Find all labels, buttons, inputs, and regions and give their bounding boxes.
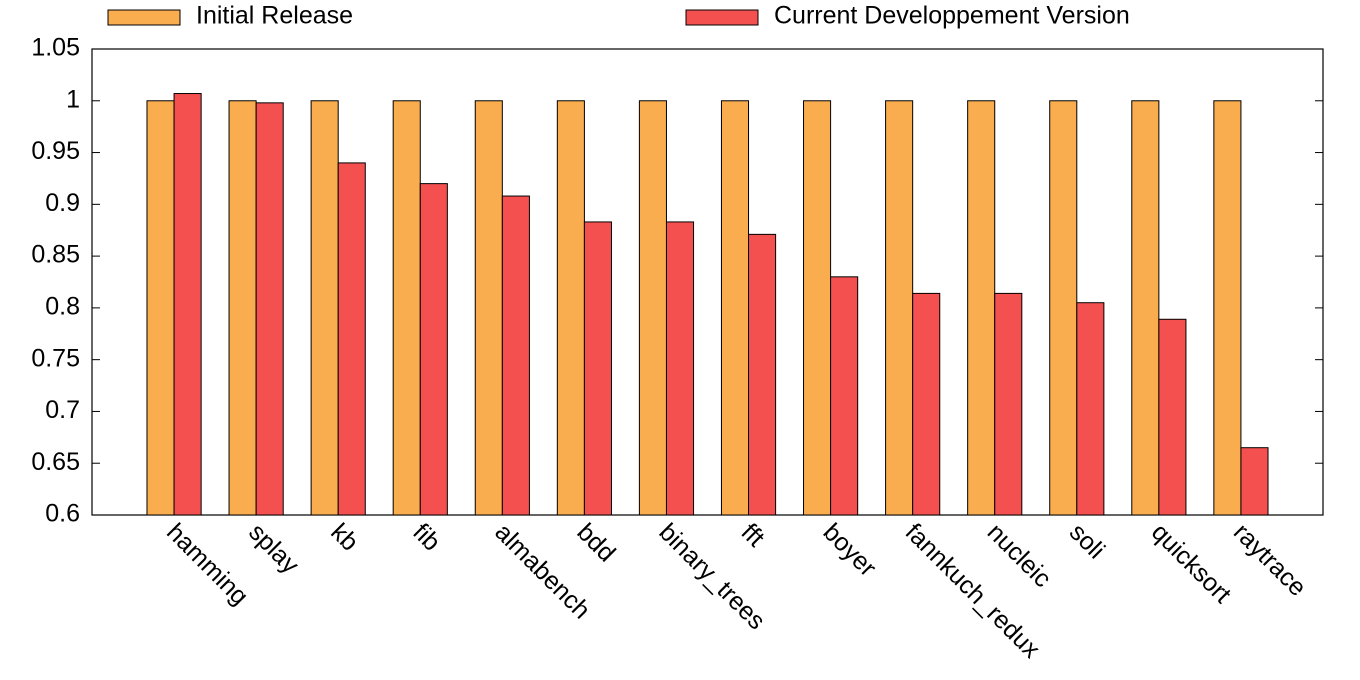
y-tick-label: 0.75 — [31, 344, 80, 372]
bar — [1131, 100, 1160, 516]
x-tick-label: hamming — [161, 518, 254, 611]
bar — [638, 100, 667, 516]
x-tick-label: boyer — [818, 518, 882, 582]
x-tick-label: nucleic — [982, 518, 1057, 593]
bar — [501, 195, 530, 516]
bar — [1240, 447, 1269, 516]
y-tick-label: 0.6 — [45, 500, 80, 528]
bar — [1049, 100, 1078, 516]
bar — [830, 276, 859, 516]
bar — [994, 292, 1023, 516]
y-tick-label: 0.65 — [31, 448, 80, 476]
x-tick-label: bdd — [571, 518, 620, 567]
legend-swatch — [107, 9, 181, 26]
bar — [556, 100, 585, 516]
y-tick-label: 1 — [66, 85, 80, 113]
y-tick-label: 0.8 — [45, 292, 80, 320]
bar — [665, 221, 695, 516]
y-tick-label: 0.9 — [45, 189, 80, 217]
bar — [255, 102, 284, 516]
bar — [310, 100, 339, 516]
plot-frame — [91, 48, 1324, 516]
x-tick-label: quicksort — [1146, 518, 1237, 609]
y-tick-label: 1.05 — [31, 34, 80, 62]
bar — [1213, 100, 1242, 516]
bar — [228, 100, 257, 516]
x-tick-label: fib — [407, 518, 445, 556]
bar — [583, 221, 612, 516]
legend-swatch — [685, 9, 759, 26]
x-tick-label: raytrace — [1228, 518, 1312, 602]
bar — [392, 100, 421, 516]
bar — [912, 292, 941, 516]
bar — [748, 233, 777, 516]
bar — [173, 93, 202, 516]
x-tick-label: splay — [243, 518, 304, 579]
x-tick-label: kb — [325, 518, 363, 556]
bar — [720, 100, 750, 516]
x-tick-label: soli — [1064, 518, 1110, 564]
y-tick-label: 0.7 — [45, 396, 80, 424]
bar — [1158, 318, 1187, 516]
y-tick-label: 0.85 — [31, 241, 80, 269]
bar — [1076, 302, 1105, 516]
legend-label: Current Developpement Version — [774, 2, 1130, 30]
bar — [337, 162, 366, 516]
x-tick-label: fft — [736, 518, 770, 552]
bar — [885, 100, 914, 516]
y-tick-label: 0.95 — [31, 137, 80, 165]
bar — [474, 100, 503, 516]
legend-label: Initial Release — [196, 2, 353, 30]
bar — [419, 183, 448, 516]
bar — [967, 100, 996, 516]
bar — [146, 100, 175, 516]
bar — [803, 100, 832, 516]
